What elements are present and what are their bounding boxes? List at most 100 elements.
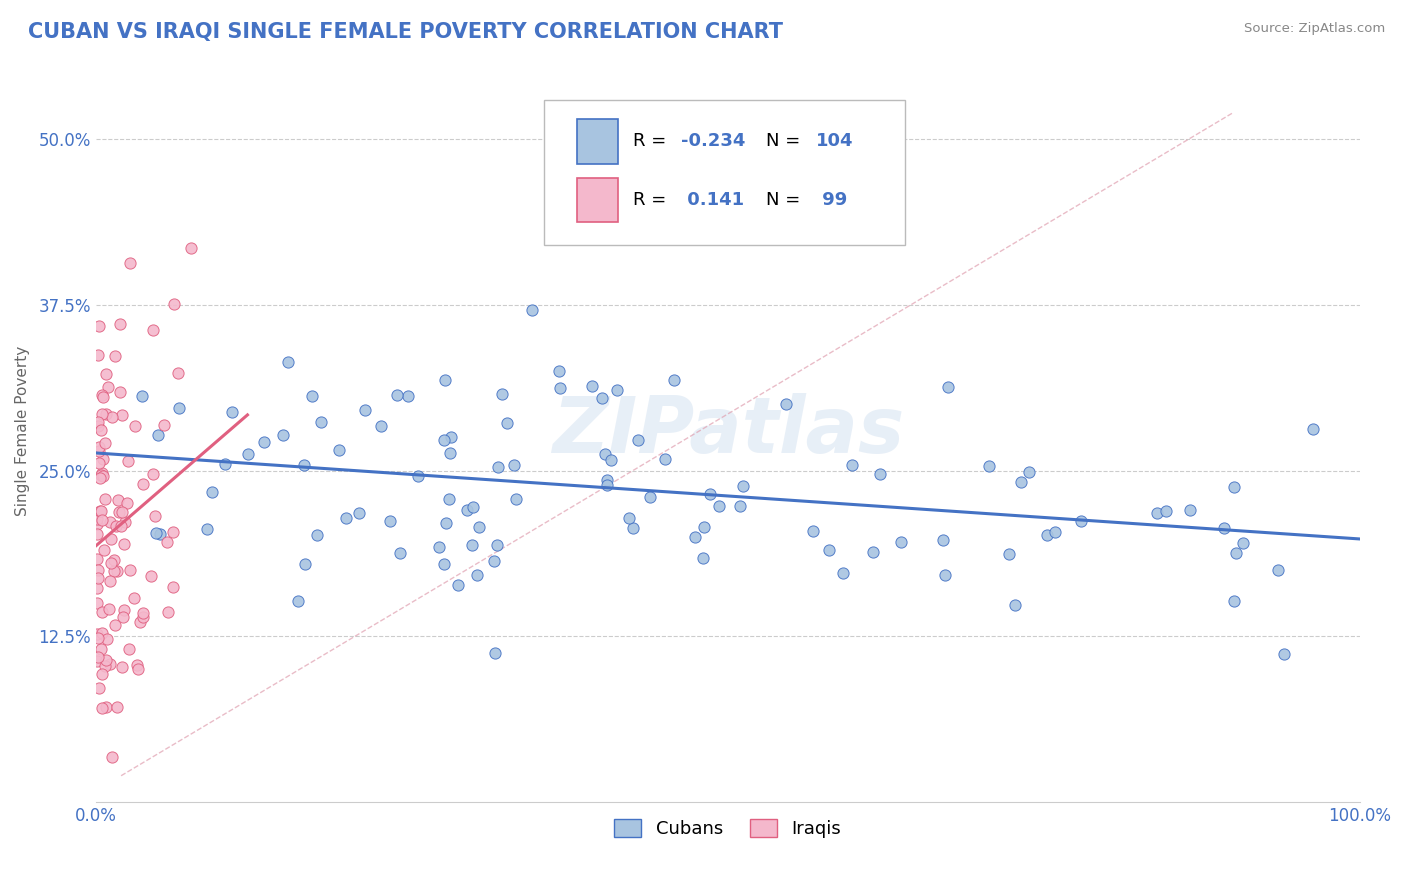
Point <box>1272 647 1295 661</box>
Point <box>90 513 112 527</box>
Point <box>307 528 329 542</box>
Point <box>253 434 276 449</box>
Point <box>869 467 891 482</box>
Point <box>90 504 112 518</box>
Text: 0.141: 0.141 <box>681 191 744 209</box>
Point <box>1232 536 1254 550</box>
Point <box>461 538 484 552</box>
Point <box>890 535 912 549</box>
Point <box>87 649 110 664</box>
Point <box>1212 520 1234 534</box>
Point <box>157 605 180 619</box>
Point <box>979 458 1001 473</box>
Point <box>86 596 108 610</box>
Point <box>94 699 117 714</box>
Point <box>91 605 114 619</box>
Point <box>91 407 114 421</box>
Point <box>440 430 463 444</box>
Point <box>465 568 488 582</box>
Point <box>87 571 110 585</box>
Point <box>118 642 141 657</box>
Point <box>486 460 509 475</box>
Point <box>167 401 190 416</box>
Point <box>1267 563 1289 577</box>
Point <box>122 591 145 605</box>
Point <box>309 415 332 429</box>
Point <box>693 520 716 534</box>
Point <box>180 241 202 255</box>
Point <box>89 443 111 458</box>
Point <box>91 467 114 481</box>
Point <box>91 701 114 715</box>
Point <box>593 447 616 461</box>
Point <box>131 476 153 491</box>
Point <box>354 403 377 417</box>
Point <box>110 519 132 533</box>
Point <box>112 537 135 551</box>
Point <box>491 387 513 401</box>
Point <box>100 749 122 764</box>
Point <box>662 373 685 387</box>
Point <box>89 471 111 485</box>
Point <box>90 423 112 437</box>
Point <box>447 578 470 592</box>
Point <box>103 553 125 567</box>
Point <box>111 660 134 674</box>
Point <box>149 527 172 541</box>
Point <box>96 632 118 647</box>
Point <box>89 318 111 333</box>
Point <box>118 256 141 270</box>
Point <box>627 433 650 447</box>
Point <box>94 436 117 450</box>
Point <box>692 551 714 566</box>
Point <box>86 627 108 641</box>
FancyBboxPatch shape <box>578 120 617 164</box>
Point <box>132 610 155 624</box>
Point <box>439 446 461 460</box>
Point <box>699 486 721 500</box>
Point <box>728 499 751 513</box>
Point <box>936 380 959 394</box>
Text: N =: N = <box>766 191 806 209</box>
Point <box>112 603 135 617</box>
Point <box>86 511 108 525</box>
Point <box>91 469 114 483</box>
Point <box>143 508 166 523</box>
Point <box>273 427 295 442</box>
Point <box>86 563 108 577</box>
Point <box>90 467 112 482</box>
Point <box>91 388 114 402</box>
Point <box>89 681 111 695</box>
Point <box>166 366 188 380</box>
Point <box>292 458 315 472</box>
Point <box>111 505 134 519</box>
Point <box>427 540 450 554</box>
Point <box>433 433 456 447</box>
Point <box>87 418 110 433</box>
Point <box>606 384 628 398</box>
Point <box>86 552 108 566</box>
Point <box>132 606 155 620</box>
Point <box>117 454 139 468</box>
Point <box>1223 480 1246 494</box>
Point <box>114 515 136 529</box>
Point <box>638 490 661 504</box>
Point <box>932 533 955 548</box>
Point <box>162 525 184 540</box>
Point <box>91 390 114 404</box>
Point <box>621 521 644 535</box>
Point <box>145 526 167 541</box>
Point <box>214 457 236 471</box>
Point <box>115 496 138 510</box>
Legend: Cubans, Iraqis: Cubans, Iraqis <box>607 812 848 846</box>
Point <box>111 610 134 624</box>
Point <box>86 527 108 541</box>
Point <box>581 379 603 393</box>
Point <box>378 514 401 528</box>
Point <box>1018 465 1040 479</box>
Point <box>328 443 350 458</box>
Point <box>98 515 121 529</box>
Text: -0.234: -0.234 <box>681 133 745 151</box>
Point <box>148 428 170 442</box>
Point <box>195 522 218 536</box>
